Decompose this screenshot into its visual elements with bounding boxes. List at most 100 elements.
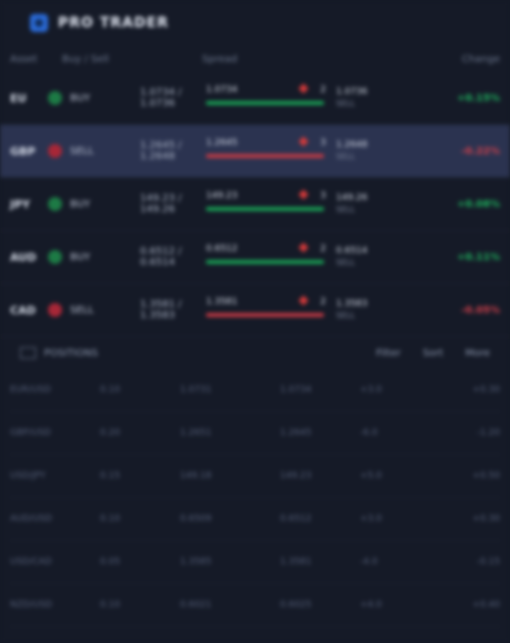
position-cell: +0.30 <box>472 385 500 395</box>
quote-row[interactable]: CAD SELL 1.3581 / 1.3583 1.3581 2 1.3583 SELL -… <box>0 284 510 337</box>
low-value: 0.6512 <box>206 244 238 254</box>
low-value: 1.0734 <box>206 85 238 95</box>
quote-row[interactable]: JPY BUY 149.23 / 149.26 149.23 3 149.26 SELL +0… <box>0 178 510 231</box>
quote-sub: SELL <box>336 99 356 108</box>
position-row[interactable]: AUD/USD 0.10 0.6509 0.6512 +3.0 +0.30 <box>10 498 500 541</box>
col-asset: Asset <box>10 53 38 65</box>
position-row[interactable]: EUR/USD 0.10 1.0731 1.0734 +3.0 +0.30 <box>10 369 500 412</box>
bar-fill <box>206 154 324 158</box>
position-cell: +3.0 <box>360 514 382 524</box>
position-cell: -1.20 <box>476 428 500 438</box>
more-button[interactable]: More <box>465 347 490 359</box>
side-label: SELL <box>70 145 94 157</box>
quote-row[interactable]: EU BUY 1.0734 / 1.0736 1.0734 2 1.0736 SELL +0.… <box>0 72 510 125</box>
direction-icon <box>48 91 62 105</box>
direction-icon <box>48 303 62 317</box>
bar-fill <box>206 260 324 264</box>
position-cell: 0.6025 <box>280 600 312 610</box>
logo-icon <box>30 14 48 32</box>
position-cell: 1.2645 <box>280 428 312 438</box>
quote-number: 0.6514 <box>336 246 368 256</box>
position-cell: 0.15 <box>100 471 121 481</box>
position-cell: +5.0 <box>360 471 382 481</box>
quote-number: 1.0736 <box>336 87 368 97</box>
position-cell: EUR/USD <box>10 385 51 395</box>
col-spread: Spread <box>202 53 238 65</box>
position-cell: 149.18 <box>180 471 212 481</box>
position-cell: +4.0 <box>360 600 382 610</box>
position-cell: 0.10 <box>100 514 121 524</box>
position-row[interactable]: GBP/USD 0.20 1.2651 1.2645 -6.0 -1.20 <box>10 412 500 455</box>
price-text: 1.0734 / 1.0736 <box>140 87 182 109</box>
position-cell: 0.10 <box>100 385 121 395</box>
position-cell: -0.15 <box>476 557 500 567</box>
position-cell: 1.3585 <box>180 557 212 567</box>
spread-bar: 0.6512 2 0.6514 SELL <box>204 242 404 272</box>
side-label: SELL <box>70 304 94 316</box>
positions-title: POSITIONS <box>44 347 98 359</box>
change-percent: -0.22% <box>461 145 500 157</box>
price-text: 1.2645 / 1.2648 <box>140 140 182 162</box>
asset-tag: AUD <box>10 250 37 264</box>
position-cell: -6.0 <box>360 428 378 438</box>
bar-fill <box>206 101 324 105</box>
side-label: BUY <box>70 92 91 104</box>
quote-row[interactable]: GBP SELL 1.2645 / 1.2648 1.2645 3 1.2648 SELL -… <box>0 125 510 178</box>
position-row[interactable]: USD/JPY 0.15 149.18 149.23 +5.0 +0.50 <box>10 455 500 498</box>
change-percent: +0.08% <box>456 198 500 210</box>
low-value: 149.23 <box>206 191 238 201</box>
top-bar: PRO TRADER <box>0 0 510 46</box>
position-cell: +3.0 <box>360 385 382 395</box>
price-text: 0.6512 / 0.6514 <box>140 246 182 268</box>
positions-header: POSITIONS Filter Sort More <box>0 337 510 369</box>
position-cell: 1.0731 <box>180 385 212 395</box>
price-text: 149.23 / 149.26 <box>140 193 182 215</box>
position-cell: GBP/USD <box>10 428 51 438</box>
position-cell: USD/JPY <box>10 471 46 481</box>
position-cell: +0.30 <box>472 514 500 524</box>
bar-fill <box>206 207 324 211</box>
position-cell: +0.50 <box>472 471 500 481</box>
quote-row[interactable]: AUD BUY 0.6512 / 0.6514 0.6512 2 0.6514 SELL +0… <box>0 231 510 284</box>
position-cell: 0.6512 <box>280 514 312 524</box>
position-row[interactable]: USD/CAD 0.05 1.3585 1.3581 -4.0 -0.15 <box>10 541 500 584</box>
bar-fill <box>206 313 324 317</box>
position-cell: 0.05 <box>100 557 121 567</box>
asset-tag: CAD <box>10 303 36 317</box>
position-cell: 0.10 <box>100 600 121 610</box>
spread-bar: 1.3581 2 1.3583 SELL <box>204 295 404 325</box>
quote-sub: SELL <box>336 205 356 214</box>
high-value: 2 <box>320 85 326 95</box>
position-cell: 0.6509 <box>180 514 212 524</box>
col-buysell: Buy / Sell <box>62 53 109 65</box>
position-cell: 0.20 <box>100 428 121 438</box>
quote-number: 1.3583 <box>336 299 368 309</box>
positions-icon <box>20 347 36 359</box>
change-percent: -0.05% <box>461 304 500 316</box>
asset-tag: EU <box>10 91 27 105</box>
high-value: 2 <box>320 244 326 254</box>
sort-button[interactable]: Sort <box>422 347 444 359</box>
position-cell: -4.0 <box>360 557 378 567</box>
high-value: 2 <box>320 297 326 307</box>
low-value: 1.3581 <box>206 297 238 307</box>
position-cell: USD/CAD <box>10 557 52 567</box>
positions-grid: EUR/USD 0.10 1.0731 1.0734 +3.0 +0.30 GBP/USD 0… <box>0 369 510 627</box>
side-label: BUY <box>70 198 91 210</box>
spread-bar: 149.23 3 149.26 SELL <box>204 189 404 219</box>
column-header: Asset Buy / Sell Spread Change <box>0 46 510 72</box>
quote-sub: SELL <box>336 258 356 267</box>
position-row[interactable]: NZD/USD 0.10 0.6021 0.6025 +4.0 +0.40 <box>10 584 500 627</box>
quote-number: 149.26 <box>336 193 368 203</box>
position-cell: AUD/USD <box>10 514 52 524</box>
high-value: 3 <box>320 138 326 148</box>
direction-icon <box>48 144 62 158</box>
price-text: 1.3581 / 1.3583 <box>140 299 182 321</box>
position-cell: 0.6021 <box>180 600 212 610</box>
position-cell: NZD/USD <box>10 600 53 610</box>
app-title: PRO TRADER <box>58 15 169 31</box>
quote-sub: SELL <box>336 152 356 161</box>
filter-button[interactable]: Filter <box>375 347 401 359</box>
asset-tag: GBP <box>10 144 36 158</box>
side-label: BUY <box>70 251 91 263</box>
